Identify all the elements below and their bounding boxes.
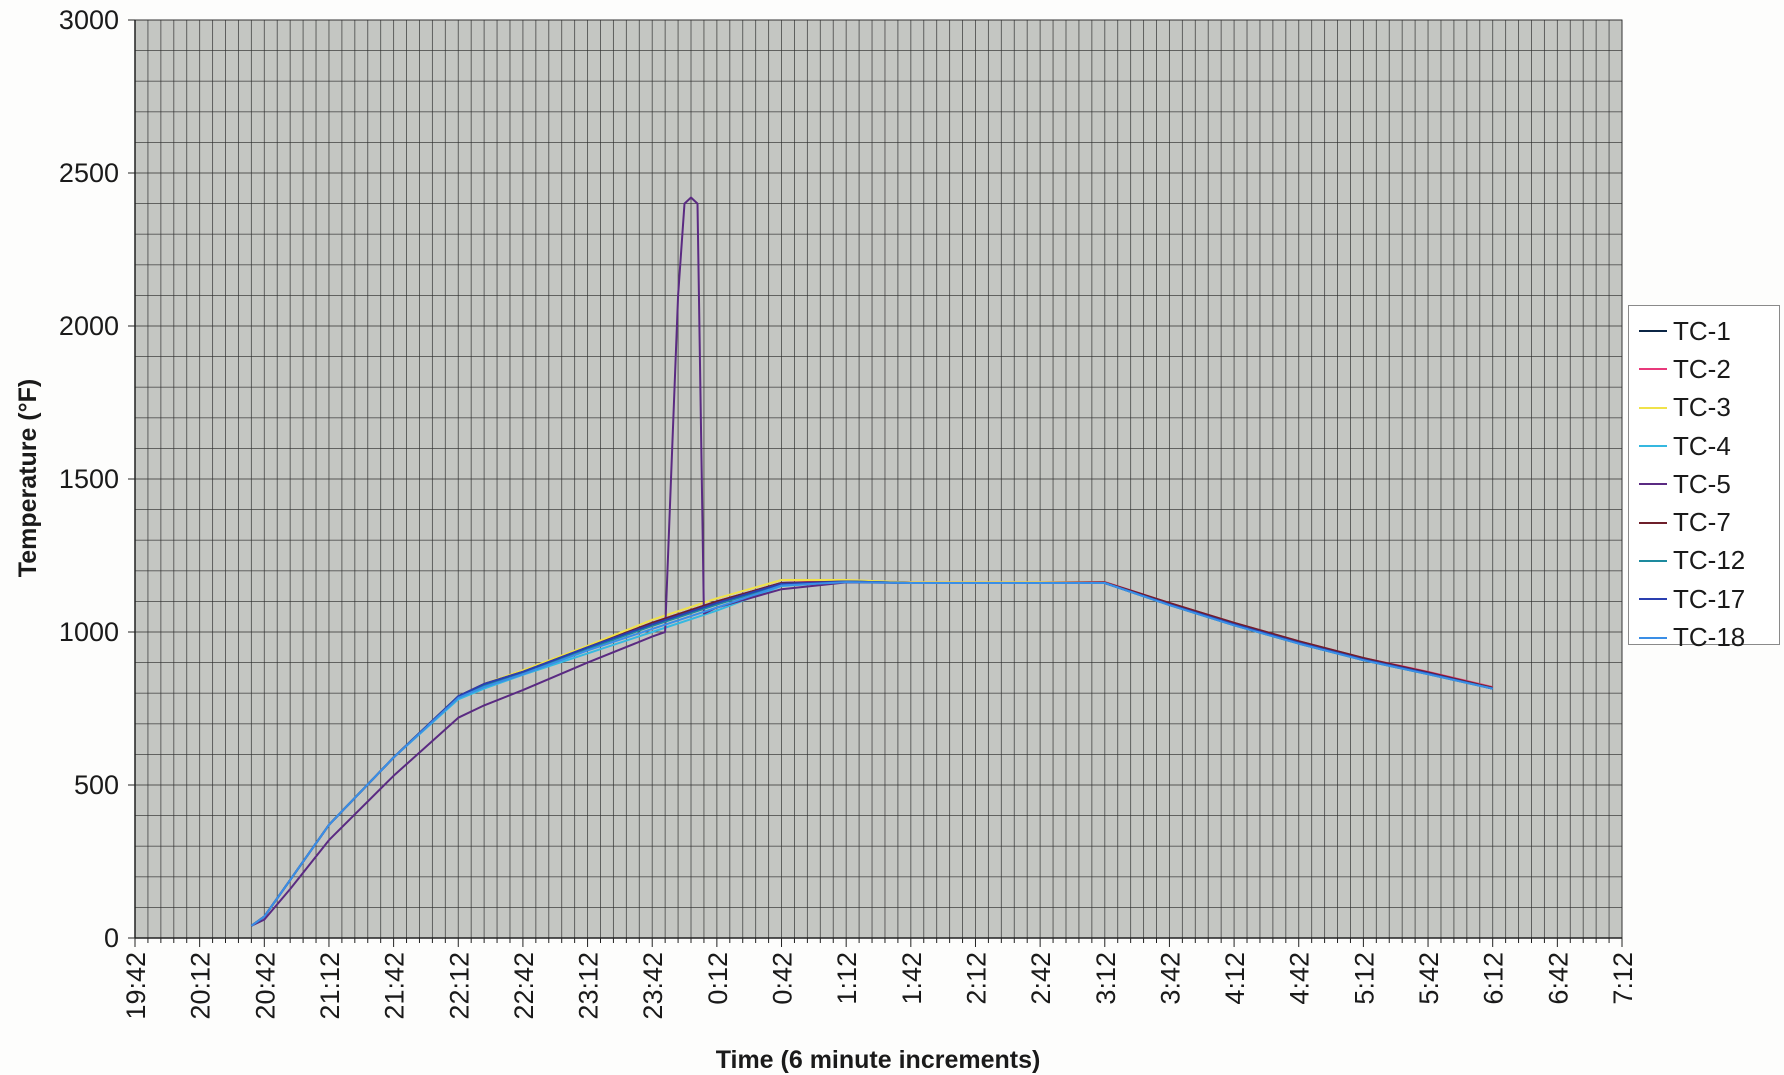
x-tick-label: 5:42 <box>1414 952 1444 1005</box>
legend-swatch <box>1639 406 1667 409</box>
x-tick-label: 0:42 <box>768 952 798 1005</box>
x-tick-label: 19:42 <box>121 952 151 1020</box>
x-tick-label: 5:12 <box>1349 952 1379 1005</box>
y-tick-label: 1000 <box>59 617 119 647</box>
legend-label: TC-1 <box>1673 315 1731 346</box>
legend-item-tc-12: TC-12 <box>1629 542 1779 580</box>
legend-item-tc-17: TC-17 <box>1629 580 1779 618</box>
legend-swatch <box>1639 521 1667 524</box>
x-tick-label: 22:42 <box>509 952 539 1020</box>
legend-label: TC-5 <box>1673 468 1731 499</box>
legend-swatch <box>1639 445 1667 448</box>
x-tick-label: 1:42 <box>897 952 927 1005</box>
legend-swatch <box>1639 636 1667 639</box>
legend-label: TC-3 <box>1673 392 1731 423</box>
y-axis-title: Temperature (°F) <box>14 379 42 577</box>
legend-swatch <box>1639 483 1667 486</box>
legend-swatch <box>1639 330 1667 333</box>
x-axis-title: Time (6 minute increments) <box>716 1046 1041 1074</box>
legend-item-tc-5: TC-5 <box>1629 465 1779 503</box>
x-tick-label: 2:42 <box>1026 952 1056 1005</box>
series-line-tc-18 <box>250 581 1493 927</box>
legend-swatch <box>1639 559 1667 562</box>
x-tick-label: 3:12 <box>1091 952 1121 1005</box>
legend-label: TC-4 <box>1673 430 1731 461</box>
y-tick-label: 2500 <box>59 158 119 188</box>
legend-label: TC-7 <box>1673 507 1731 538</box>
legend-item-tc-4: TC-4 <box>1629 427 1779 465</box>
x-tick-label: 21:12 <box>315 952 345 1020</box>
x-tick-label: 20:42 <box>250 952 280 1020</box>
x-tick-label: 23:42 <box>638 952 668 1020</box>
x-tick-label: 7:12 <box>1608 952 1638 1005</box>
legend-item-tc-2: TC-2 <box>1629 350 1779 388</box>
x-tick-label: 23:12 <box>574 952 604 1020</box>
legend-item-tc-1: TC-1 <box>1629 312 1779 350</box>
legend-label: TC-18 <box>1673 622 1746 653</box>
legend-swatch <box>1639 598 1667 601</box>
x-tick-label: 2:12 <box>961 952 991 1005</box>
y-tick-label: 3000 <box>59 5 119 35</box>
legend-item-tc-18: TC-18 <box>1629 618 1779 656</box>
legend-item-tc-3: TC-3 <box>1629 389 1779 427</box>
x-tick-label: 1:12 <box>832 952 862 1005</box>
legend: TC-1 TC-2 TC-3 TC-4 TC-5 TC-7 TC-12 TC-17 TC-18 <box>1628 305 1780 652</box>
legend-label: TC-2 <box>1673 353 1731 384</box>
y-tick-label: 2000 <box>59 311 119 341</box>
x-tick-label: 22:12 <box>444 952 474 1020</box>
legend-label: TC-17 <box>1673 583 1746 614</box>
legend-label: TC-12 <box>1673 545 1746 576</box>
x-tick-label: 0:12 <box>703 952 733 1005</box>
y-tick-label: 1500 <box>59 464 119 494</box>
x-tick-label: 3:42 <box>1155 952 1185 1005</box>
legend-swatch <box>1639 368 1667 371</box>
x-tick-label: 4:12 <box>1220 952 1250 1005</box>
y-tick-label: 0 <box>104 923 119 953</box>
x-tick-label: 6:12 <box>1479 952 1509 1005</box>
legend-item-tc-7: TC-7 <box>1629 503 1779 541</box>
x-tick-label: 6:42 <box>1543 952 1573 1005</box>
x-tick-label: 20:12 <box>186 952 216 1020</box>
x-tick-label: 21:42 <box>380 952 410 1020</box>
x-tick-label: 4:42 <box>1285 952 1315 1005</box>
y-tick-label: 500 <box>74 770 119 800</box>
